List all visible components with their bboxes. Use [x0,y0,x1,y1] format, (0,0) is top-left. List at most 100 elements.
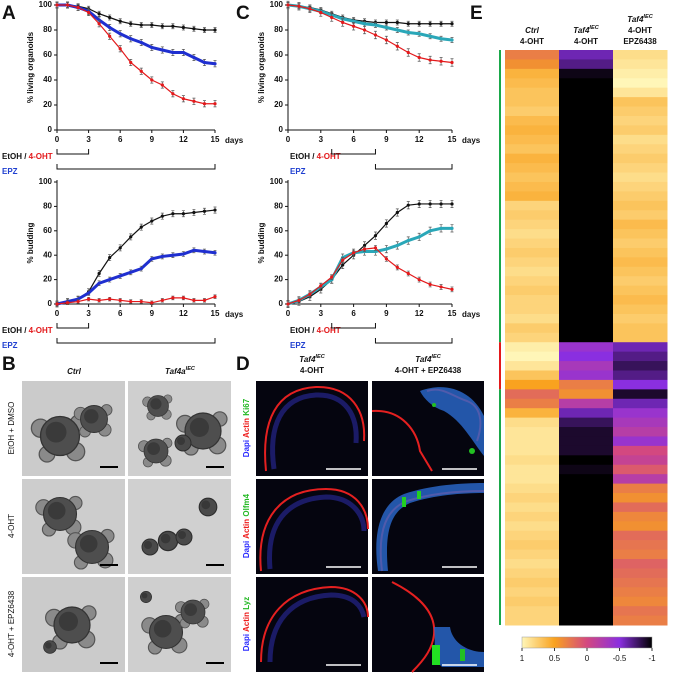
heatmap-cell [559,615,614,626]
y-tick-label: 100 [270,177,284,186]
data-point [450,226,454,230]
colorbar-tick-label: -0.5 [613,654,627,663]
heatmap-cell [559,370,614,381]
treatment-part: EPZ [2,167,18,176]
heatmap-cell [559,417,614,428]
heatmap-cell [559,115,614,126]
heatmap-cell [505,106,560,117]
colorbar-tick-label: 0 [585,654,590,663]
heatmap-cell [505,370,560,381]
superscript: IEC [643,14,653,20]
column-header: Taf4IEC [573,25,599,35]
heatmap-cell [559,427,614,437]
heatmap-cell [559,577,614,588]
label-text: Taf4 [415,355,432,364]
x-tick-label: 6 [118,135,123,144]
heatmap-cell [505,445,560,456]
treatment-part: 4-OHT [29,152,53,161]
heatmap-cell [613,238,668,249]
treatment-part: 4-OHT [317,326,341,335]
series-line [287,203,452,305]
heatmap-cell [505,172,560,183]
y-tick-label: 60 [43,226,52,235]
heatmap-cell [505,351,560,362]
heatmap-cell [505,540,560,551]
panel-letter: D [236,354,250,375]
treatment-bracket [374,338,453,344]
heatmap-cell [559,229,614,240]
data-point [181,252,185,256]
series-line [57,4,215,105]
label-text: 4-OHT + EPZ6438 [395,366,462,375]
heatmap-cell [559,181,614,192]
y-axis-label: % living organoids [257,31,266,103]
heatmap-cell [559,587,614,598]
heatmap-cell [505,78,560,89]
heatmap-cell [505,577,560,588]
colorbar-tick-label: 0.5 [549,654,561,663]
colorbar-tick-label: -1 [648,654,656,663]
data-point [428,202,432,206]
heatmap-cell [505,59,560,70]
heatmap-cell [559,596,614,607]
heatmap-cell [559,549,614,560]
data-point [118,19,122,23]
data-point [308,292,312,296]
heatmap-cell [613,596,668,607]
row-label: Dapi Actin Ki67 [242,398,251,457]
heatmap-cell [613,78,668,89]
heatmap-cell [505,606,560,617]
y-tick-label: 80 [43,202,52,211]
heatmap-cell [505,210,560,221]
data-point [118,274,122,278]
heatmap-cell [613,549,668,560]
data-point [192,210,196,215]
heatmap-cell [505,115,560,126]
heatmap-cell [559,379,614,390]
data-point [395,28,399,32]
data-point [108,15,112,20]
data-point [118,246,122,250]
heatmap-cell [613,483,668,494]
label-text: 4-OHT [300,366,324,375]
heatmap-cell [613,68,668,79]
heatmap-cell [505,295,560,306]
micrograph [22,479,125,574]
data-point [97,12,101,16]
y-tick-label: 20 [274,100,283,109]
x-tick-label: 6 [351,309,356,318]
data-point [384,221,388,226]
data-point [417,22,421,26]
data-point [213,62,217,66]
heatmap-cell [613,247,668,258]
heatmap-cell [559,153,614,164]
stain-label: Actin [242,416,251,438]
treatment-part: EPZ [290,167,306,176]
data-point [341,20,345,25]
column-header: EPZ6438 [623,37,657,46]
column-header: Taf4IEC [415,354,441,364]
panel-b-images [22,381,231,672]
heatmap-cell [559,266,614,277]
micrograph [128,381,231,476]
heatmap-cell [559,200,614,211]
heatmap-cell [505,361,560,371]
fluorescence-image [372,577,484,673]
data-point [341,258,345,262]
data-point [202,60,207,65]
data-point [384,247,388,251]
heatmap-cell [613,379,668,390]
treatment-label: EPZ [2,341,18,350]
row-label: 4-OHT [7,514,16,538]
data-point [55,3,59,7]
x-tick-label: 3 [86,309,91,318]
data-point [150,301,154,305]
stain-label: Ki67 [242,398,251,415]
y-tick-label: 20 [274,275,283,284]
heatmap-cell [613,474,668,485]
heatmap-cell [505,483,560,494]
x-tick-label: 9 [384,309,389,318]
heatmap-cell [613,276,668,287]
x-tick-label: 15 [448,309,457,318]
heatmap-cell [559,389,614,400]
